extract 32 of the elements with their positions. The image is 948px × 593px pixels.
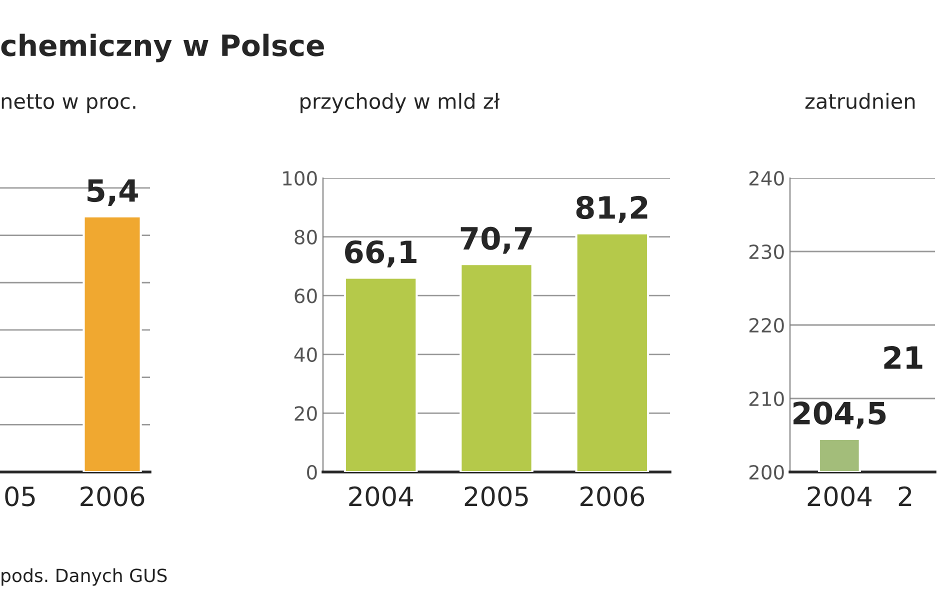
- x-tick-label: 05: [5, 486, 35, 506]
- data-label: 70,7: [460, 226, 532, 254]
- x-tick-label: 2004: [349, 486, 413, 506]
- y-tick-label: 100: [283, 170, 317, 186]
- chart-subtitle: netto w proc.: [2, 94, 136, 114]
- data-label: 66,1: [345, 240, 416, 268]
- y-tick-label: 210: [749, 391, 784, 406]
- chart-subtitle: zatrudnien: [805, 92, 915, 110]
- bar: [460, 263, 534, 472]
- chart-subtitle: przychody w mld zł: [300, 92, 500, 114]
- x-tick-label: 2006: [580, 486, 644, 506]
- x-tick-label: 2004: [808, 486, 872, 506]
- y-tick-label: 20: [294, 406, 317, 421]
- bar: [344, 276, 418, 472]
- text: pods. Danych GUS: [2, 568, 167, 586]
- chart-title: chemiczny w Polsce: [1, 34, 324, 62]
- y-tick-label: 230: [749, 244, 784, 260]
- x-tick-label: 2: [898, 486, 912, 506]
- y-tick-label: 80: [294, 230, 317, 244]
- y-tick-label: 0: [307, 464, 317, 480]
- y-tick-label: 200: [749, 464, 784, 480]
- y-tick-label: 40: [294, 347, 317, 362]
- data-label: 204,5: [794, 402, 886, 429]
- x-tick-label: 2006: [80, 486, 144, 506]
- y-tick-label: 240: [749, 170, 784, 186]
- data-label: 5,4: [88, 179, 138, 206]
- y-tick-label: 60: [294, 288, 317, 304]
- annotation: 21: [884, 346, 922, 369]
- y-tick-label: 220: [749, 318, 784, 333]
- bar: [575, 232, 650, 472]
- x-tick-label: 2005: [464, 486, 528, 506]
- data-label: 81,2: [576, 196, 648, 223]
